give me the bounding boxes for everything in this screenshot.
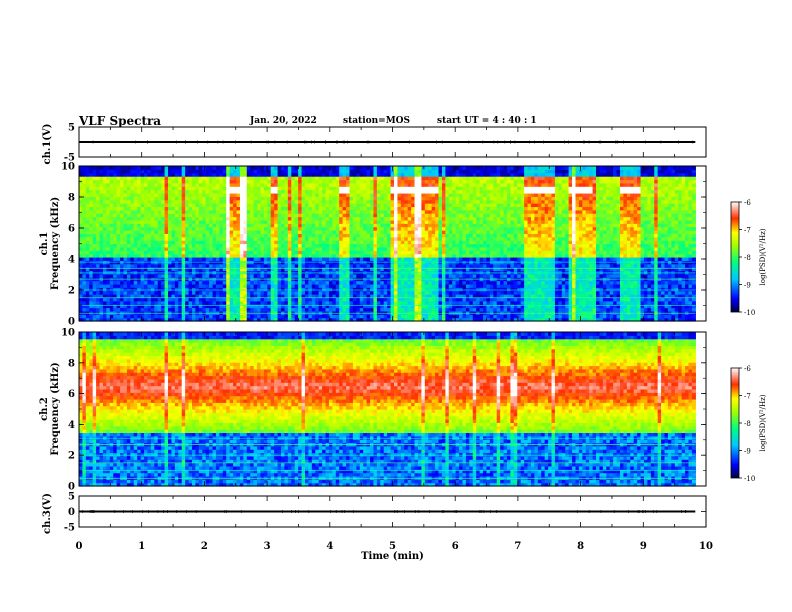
- y-axis-label: ch.1(V): [42, 123, 53, 164]
- y-axis-label: ch.3(V): [42, 493, 53, 534]
- colorbar-tick-label: -6: [744, 199, 751, 207]
- y-axis-label: ch.2Frequency (kHz): [39, 362, 61, 455]
- x-tick-label: 10: [699, 541, 713, 552]
- colorbar-label: log(PSD)(V²/Hz): [759, 394, 767, 451]
- y-tick-label: -5: [64, 523, 75, 534]
- colorbar-bar: [730, 201, 740, 313]
- y-tick-label: 0: [68, 317, 75, 328]
- x-tick-label: 2: [201, 541, 208, 552]
- y-tick-label: 0: [68, 507, 75, 518]
- y-tick-label: 10: [61, 328, 75, 339]
- colorbar-tick-label: -9: [744, 448, 751, 456]
- y-axis-label-line: Frequency (kHz): [50, 362, 61, 455]
- spectrogram-ch2-spectrogram: [79, 332, 696, 487]
- waveform-ch3-waveform: [79, 510, 696, 513]
- y-axis-label-line: Frequency (kHz): [50, 197, 61, 290]
- y-tick-label: 2: [68, 286, 75, 297]
- y-axis-label-line: ch.2: [39, 397, 50, 421]
- x-tick-label: 0: [76, 541, 83, 552]
- y-tick-label: 6: [68, 224, 75, 235]
- x-tick-label: 6: [452, 541, 459, 552]
- y-tick-label: 10: [61, 162, 75, 173]
- colorbar-tick-label: -8: [744, 420, 751, 428]
- station-label: station=MOS: [343, 116, 411, 126]
- axes-ch1-spectrogram: 0 2 4 6 8 10 ch.1Frequency (kHz): [39, 162, 707, 328]
- axes-ch1-waveform: 5 -5 ch.1(V): [42, 123, 707, 165]
- colorbar-ch1-spectrogram: -6 -7 -8 -9 -10 log(PSD)(V²/Hz): [730, 199, 767, 317]
- axes-ch2-spectrogram: 0 2 4 6 8 10 ch.2Frequency (kHz): [39, 328, 707, 493]
- y-tick-label: 6: [68, 389, 75, 400]
- y-tick-label: -5: [64, 153, 75, 164]
- x-tick-label: 8: [577, 541, 584, 552]
- y-tick-label: 2: [68, 451, 75, 462]
- y-axis-label: ch.1Frequency (kHz): [39, 197, 61, 290]
- colorbar-tick-label: -7: [744, 393, 751, 401]
- x-tick-label: 7: [514, 541, 521, 552]
- figure-title: VLF Spectra: [79, 114, 162, 128]
- y-tick-label: 4: [68, 255, 75, 266]
- y-tick-label: 8: [68, 358, 75, 369]
- colorbar-ch2-spectrogram: -6 -7 -8 -9 -10 log(PSD)(V²/Hz): [730, 365, 767, 483]
- axes-ch3-waveform: 5 0 -5 ch.3(V): [42, 492, 707, 534]
- colorbar-tick-label: -7: [744, 227, 751, 235]
- x-tick-label: 4: [326, 541, 333, 552]
- y-tick-label: 5: [68, 492, 75, 503]
- start-time-label: start UT = 4 : 40 : 1: [437, 116, 537, 126]
- x-axis-label: Time (min): [361, 551, 424, 562]
- colorbar-tick-label: -10: [744, 309, 755, 317]
- colorbar-tick-label: -6: [744, 365, 751, 373]
- colorbar-bar: [730, 367, 740, 479]
- colorbar-tick-label: -8: [744, 254, 751, 262]
- y-tick-label: 0: [68, 482, 75, 493]
- colorbar-label: log(PSD)(V²/Hz): [759, 228, 767, 285]
- y-axis-label-line: ch.1: [39, 232, 50, 256]
- y-tick-label: 8: [68, 193, 75, 204]
- spectrogram-ch1-spectrogram: [79, 166, 696, 322]
- colorbar-tick-label: -10: [744, 475, 755, 483]
- x-tick-label: 1: [138, 541, 145, 552]
- y-tick-label: 5: [68, 123, 75, 134]
- x-tick-label: 9: [640, 541, 647, 552]
- waveform-ch1-waveform: [79, 140, 696, 144]
- x-tick-label: 5: [389, 541, 396, 552]
- colorbar-tick-label: -9: [744, 282, 751, 290]
- y-tick-label: 4: [68, 420, 75, 431]
- date-label: Jan. 20, 2022: [250, 116, 317, 126]
- x-tick-label: 3: [264, 541, 271, 552]
